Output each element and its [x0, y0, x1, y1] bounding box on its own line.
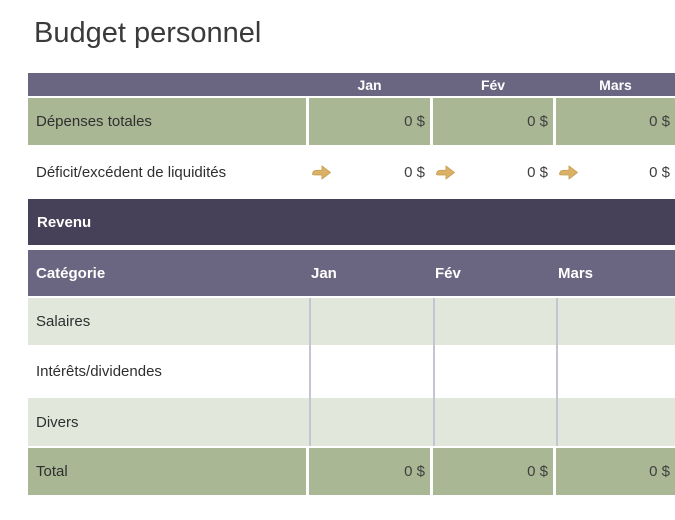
- cash-deficit-label: Déficit/excédent de liquidités: [36, 163, 227, 181]
- cash-deficit-amount-jan: 0 $: [404, 163, 425, 181]
- total-expenses-cell-jan[interactable]: 0 $: [309, 98, 430, 145]
- total-expenses-cell-mars[interactable]: 0 $: [556, 98, 675, 145]
- misc-cell-fev[interactable]: [433, 398, 556, 446]
- salaries-row: Salaires: [28, 298, 675, 345]
- category-column-header: Catégorie: [36, 264, 106, 282]
- revenue-total-cell-fev[interactable]: 0 $: [433, 448, 553, 495]
- salaries-label: Salaires: [36, 313, 91, 330]
- page-title: Budget personnel: [34, 17, 262, 49]
- interest-cell-jan[interactable]: [309, 345, 433, 398]
- summary-header-fev: Fév: [480, 76, 506, 93]
- cash-deficit-cell-mars[interactable]: 0 $: [556, 145, 675, 199]
- revenue-total-label: Total: [28, 448, 306, 495]
- revenue-header-mars: Mars: [558, 264, 594, 282]
- summary-header-mars: Mars: [599, 76, 632, 93]
- revenue-total-cell-mars[interactable]: 0 $: [556, 448, 675, 495]
- cash-deficit-amount-fev: 0 $: [527, 163, 548, 181]
- revenue-header-fev: Fév: [435, 264, 461, 282]
- revenue-table-header: Catégorie Jan Fév Mars: [28, 250, 675, 296]
- interest-cell-mars[interactable]: [556, 345, 675, 398]
- revenue-section-header: Revenu: [28, 199, 675, 245]
- right-arrow-icon: [435, 165, 456, 180]
- salaries-cell-jan[interactable]: [309, 298, 433, 345]
- misc-cell-jan[interactable]: [309, 398, 433, 446]
- salaries-cell-mars[interactable]: [556, 298, 675, 345]
- revenue-total-cell-jan[interactable]: 0 $: [309, 448, 430, 495]
- cash-deficit-amount-mars: 0 $: [649, 163, 670, 181]
- cash-deficit-cell-fev[interactable]: 0 $: [433, 145, 553, 199]
- miscellaneous-row: Divers: [28, 398, 675, 446]
- interest-dividends-label: Intérêts/dividendes: [36, 363, 162, 380]
- revenue-header-jan: Jan: [311, 264, 337, 282]
- summary-header-spacer: [28, 73, 306, 96]
- summary-header-jan: Jan: [357, 76, 382, 93]
- total-expenses-cell-fev[interactable]: 0 $: [433, 98, 553, 145]
- total-expenses-label: Dépenses totales: [28, 98, 306, 145]
- misc-cell-mars[interactable]: [556, 398, 675, 446]
- right-arrow-icon: [311, 165, 332, 180]
- revenue-total-row: Total 0 $ 0 $ 0 $: [28, 448, 675, 495]
- interest-cell-fev[interactable]: [433, 345, 556, 398]
- cash-deficit-cell-jan[interactable]: 0 $: [309, 145, 430, 199]
- right-arrow-icon: [558, 165, 579, 180]
- total-expenses-row: Dépenses totales 0 $ 0 $ 0 $: [28, 98, 675, 145]
- salaries-cell-fev[interactable]: [433, 298, 556, 345]
- cash-deficit-row: Déficit/excédent de liquidités 0 $ 0 $ 0…: [28, 145, 675, 199]
- interest-dividends-row: Intérêts/dividendes: [28, 345, 675, 398]
- miscellaneous-label: Divers: [36, 413, 79, 431]
- summary-table-header: Jan Fév Mars: [28, 73, 675, 96]
